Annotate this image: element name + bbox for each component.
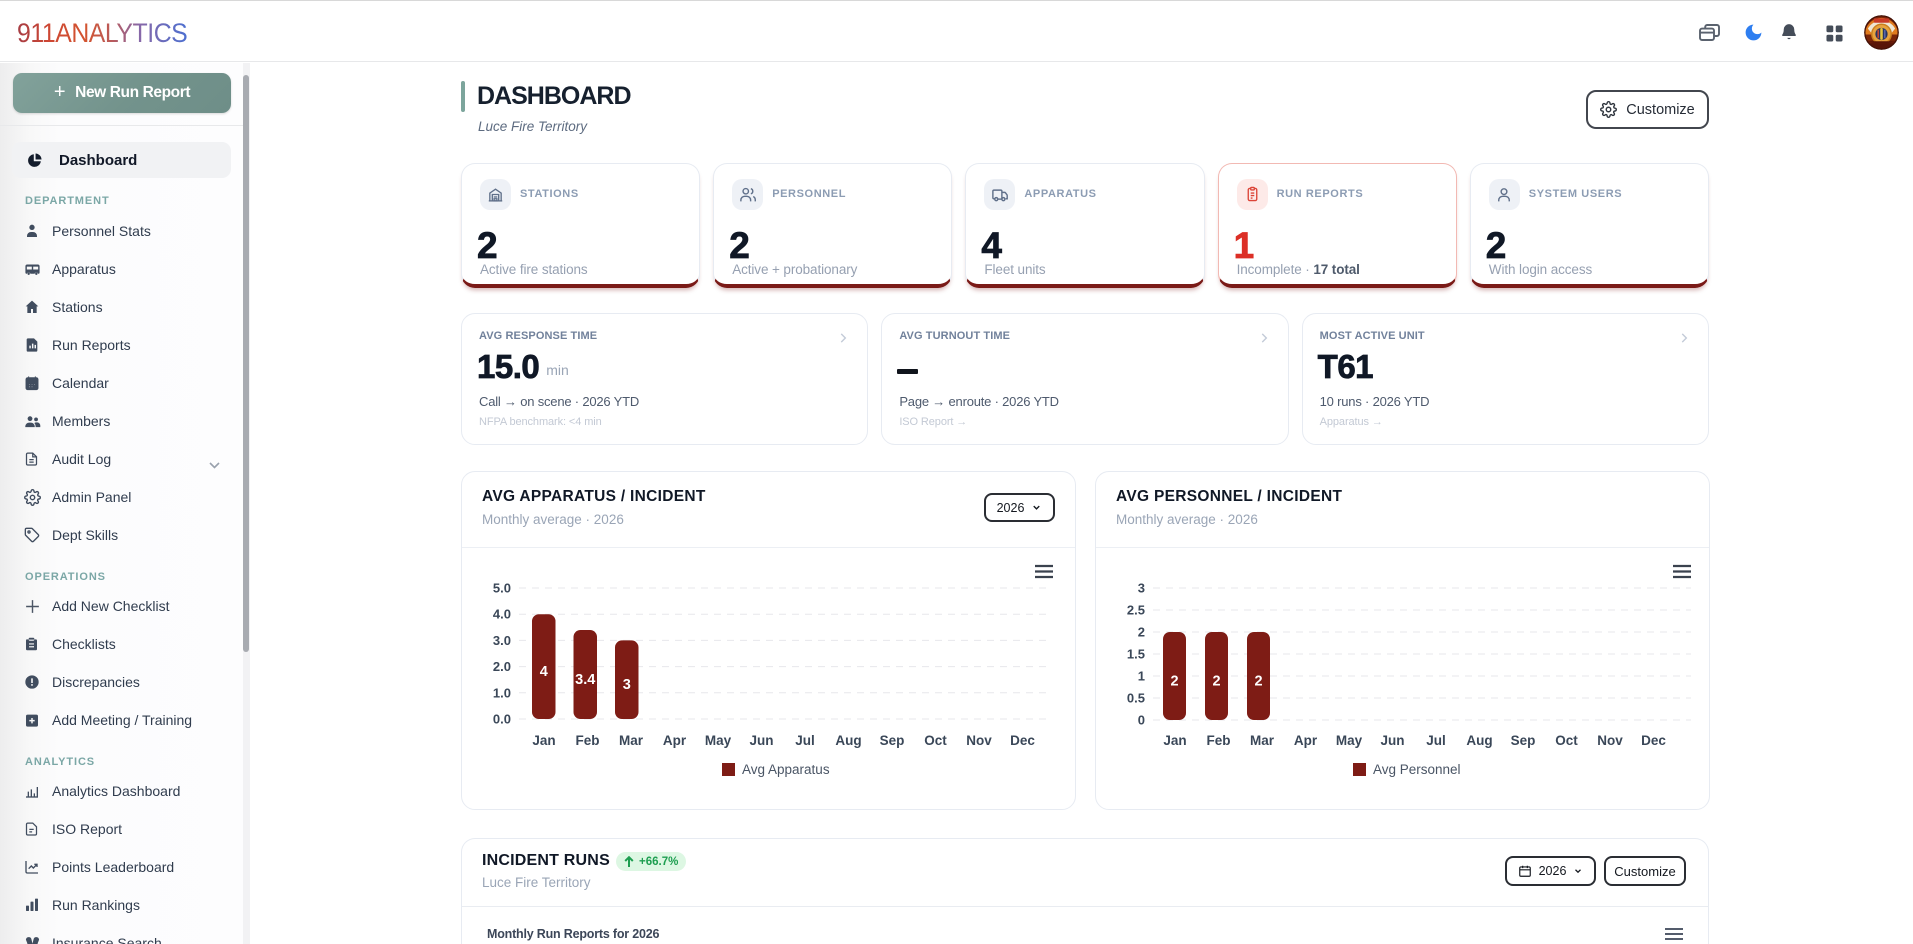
svg-text:Jan: Jan — [1163, 733, 1186, 748]
svg-text:3.4: 3.4 — [575, 672, 595, 688]
svg-text:4.0: 4.0 — [493, 607, 511, 622]
svg-text:Aug: Aug — [835, 733, 861, 748]
svg-text:0.5: 0.5 — [1127, 691, 1145, 706]
svg-text:3.0: 3.0 — [493, 633, 511, 648]
svg-text:Dec: Dec — [1010, 733, 1035, 748]
svg-text:Jun: Jun — [1380, 733, 1404, 748]
svg-text:2: 2 — [1170, 674, 1178, 690]
svg-text:Aug: Aug — [1466, 733, 1492, 748]
svg-text:Nov: Nov — [1597, 733, 1623, 748]
svg-text:1.0: 1.0 — [493, 685, 511, 700]
svg-text:May: May — [1336, 733, 1363, 748]
svg-text:Sep: Sep — [880, 733, 905, 748]
svg-text:3: 3 — [1138, 581, 1145, 596]
svg-text:1.5: 1.5 — [1127, 647, 1145, 662]
svg-text:2.0: 2.0 — [493, 659, 511, 674]
svg-text:Apr: Apr — [1294, 733, 1318, 748]
svg-text:4: 4 — [540, 664, 548, 680]
svg-text:Feb: Feb — [1206, 733, 1230, 748]
svg-text:Mar: Mar — [1250, 733, 1275, 748]
svg-text:2: 2 — [1254, 674, 1262, 690]
svg-text:Avg Apparatus: Avg Apparatus — [742, 762, 830, 777]
svg-text:0: 0 — [1138, 713, 1145, 728]
svg-text:Mar: Mar — [619, 733, 644, 748]
svg-text:0.0: 0.0 — [493, 712, 511, 727]
svg-text:Nov: Nov — [966, 733, 992, 748]
svg-text:2: 2 — [1138, 625, 1145, 640]
svg-text:2.5: 2.5 — [1127, 603, 1145, 618]
svg-text:1: 1 — [1138, 669, 1145, 684]
svg-text:Dec: Dec — [1641, 733, 1666, 748]
svg-text:3: 3 — [623, 677, 631, 693]
svg-text:May: May — [705, 733, 732, 748]
svg-text:Jul: Jul — [1426, 733, 1446, 748]
svg-text:Sep: Sep — [1511, 733, 1536, 748]
svg-text:Apr: Apr — [663, 733, 687, 748]
svg-text:Avg Personnel: Avg Personnel — [1373, 762, 1461, 777]
svg-text:Jun: Jun — [749, 733, 773, 748]
svg-text:Oct: Oct — [1555, 733, 1578, 748]
svg-text:Oct: Oct — [924, 733, 947, 748]
svg-text:2: 2 — [1212, 674, 1220, 690]
svg-text:Feb: Feb — [575, 733, 599, 748]
svg-text:Jan: Jan — [532, 733, 555, 748]
svg-text:Jul: Jul — [795, 733, 815, 748]
svg-text:5.0: 5.0 — [493, 581, 511, 596]
